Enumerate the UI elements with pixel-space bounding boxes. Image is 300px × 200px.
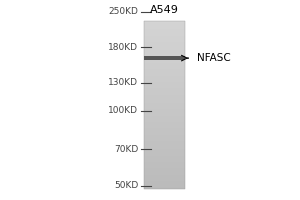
Bar: [144, 86, 185, 88]
Bar: [144, 61, 185, 63]
Bar: [144, 109, 185, 112]
Bar: [144, 101, 185, 103]
Bar: [144, 173, 185, 175]
Bar: [144, 166, 185, 168]
Bar: [144, 40, 185, 42]
Bar: [144, 42, 185, 44]
Bar: [144, 74, 185, 76]
Bar: [144, 46, 185, 48]
Bar: [144, 164, 185, 166]
Bar: [144, 97, 185, 99]
Text: 50KD: 50KD: [114, 181, 138, 190]
Text: NFASC: NFASC: [197, 53, 231, 63]
Bar: [144, 50, 185, 53]
Bar: [144, 84, 185, 86]
Bar: [144, 99, 185, 101]
Text: 180KD: 180KD: [108, 43, 138, 52]
Bar: [144, 23, 185, 25]
Bar: [144, 120, 185, 122]
Bar: [144, 93, 185, 95]
Bar: [144, 135, 185, 137]
Bar: [144, 48, 185, 50]
Bar: [144, 118, 185, 120]
Bar: [144, 122, 185, 124]
Bar: [144, 55, 185, 57]
Bar: [144, 76, 185, 78]
Bar: [144, 80, 185, 82]
Bar: [144, 158, 185, 160]
Bar: [144, 154, 185, 156]
Bar: [144, 177, 185, 179]
Bar: [144, 25, 185, 27]
Bar: [144, 141, 185, 143]
Bar: [144, 88, 185, 90]
Text: 70KD: 70KD: [114, 145, 138, 154]
Text: A549: A549: [150, 5, 179, 15]
Bar: [144, 179, 185, 181]
Bar: [144, 112, 185, 114]
Text: 250KD: 250KD: [108, 7, 138, 16]
Bar: [144, 21, 185, 189]
Text: 100KD: 100KD: [108, 106, 138, 115]
Bar: [144, 124, 185, 126]
Bar: [144, 126, 185, 128]
Bar: [144, 38, 185, 40]
Bar: [144, 147, 185, 149]
Bar: [144, 171, 185, 173]
Bar: [144, 69, 185, 72]
Bar: [144, 149, 185, 152]
Bar: [144, 162, 185, 164]
Bar: [144, 65, 185, 67]
Bar: [144, 57, 185, 59]
Bar: [144, 32, 185, 34]
Bar: [144, 90, 185, 93]
Bar: [144, 114, 185, 116]
Bar: [144, 21, 185, 23]
Bar: [144, 160, 185, 162]
Bar: [144, 27, 185, 29]
Bar: [144, 53, 185, 55]
Bar: [144, 34, 185, 36]
Bar: [144, 137, 185, 139]
Bar: [144, 116, 185, 118]
Bar: [144, 130, 185, 133]
Bar: [144, 67, 185, 69]
Bar: [144, 72, 185, 74]
Bar: [144, 183, 185, 185]
Bar: [144, 181, 185, 183]
Bar: [144, 185, 185, 187]
Bar: [144, 143, 185, 145]
Bar: [144, 128, 185, 130]
Bar: [144, 107, 185, 109]
Bar: [144, 63, 185, 65]
Bar: [144, 152, 185, 154]
Bar: [144, 145, 185, 147]
Bar: [144, 139, 185, 141]
Bar: [144, 105, 185, 107]
Bar: [144, 187, 185, 189]
Bar: [144, 36, 185, 38]
Bar: [144, 95, 185, 97]
Bar: [144, 82, 185, 84]
Bar: [144, 29, 185, 32]
Bar: [144, 103, 185, 105]
Bar: [144, 44, 185, 46]
Bar: [144, 78, 185, 80]
Bar: [144, 59, 185, 61]
Bar: [144, 168, 185, 171]
Bar: [144, 133, 185, 135]
Bar: [144, 175, 185, 177]
Bar: [144, 156, 185, 158]
Bar: [144, 56, 185, 60]
Text: 130KD: 130KD: [108, 78, 138, 87]
